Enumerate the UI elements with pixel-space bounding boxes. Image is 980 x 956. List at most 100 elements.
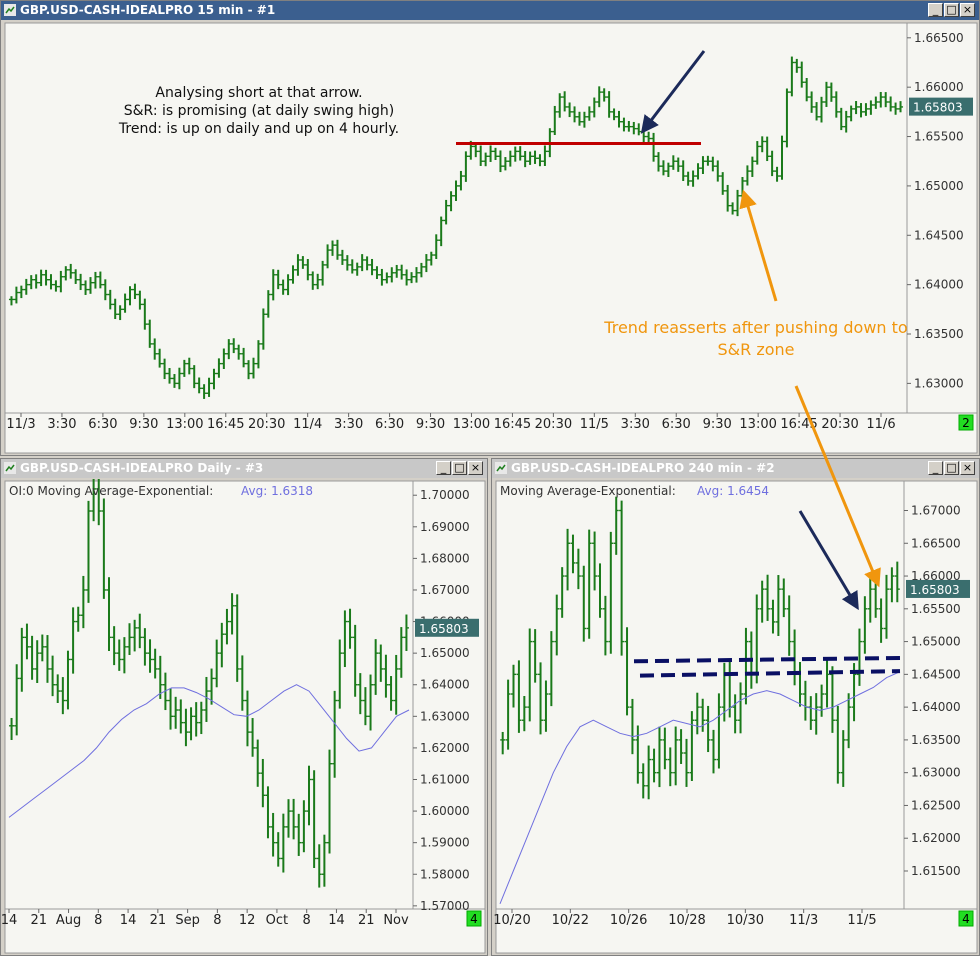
x-tick-label: 11/5 [580,417,609,432]
x-tick-label: 6:30 [375,417,404,432]
y-tick-label: 1.65000 [914,179,964,193]
window-titlebar[interactable]: GBP.USD-CASH-IDEALPRO Daily - #3 _ □ × [1,459,487,478]
window-titlebar[interactable]: GBP.USD-CASH-IDEALPRO 15 min - #1 _ □ × [1,1,979,20]
x-tick-label: 21 [30,913,47,928]
x-tick-label: 10/28 [668,913,705,928]
x-tick-label: 13:00 [453,417,490,432]
y-tick-label: 1.63000 [911,766,961,780]
analysis-note-line: S&R: is promising (at daily swing high) [124,103,395,119]
minimize-button[interactable]: _ [928,461,943,475]
maximize-button[interactable]: □ [944,461,959,475]
x-tick-label: 21 [358,913,375,928]
window-title: GBP.USD-CASH-IDEALPRO Daily - #3 [20,461,264,475]
y-tick-label: 1.60000 [420,804,470,818]
indicator-value: Avg: 1.6318 [241,484,313,498]
x-tick-label: Aug [56,913,81,928]
last-price-tag-text: 1.65803 [910,583,960,597]
indicator-value: Avg: 1.6454 [697,484,769,498]
last-price-tag-bg [906,579,970,598]
x-tick-label: Nov [383,913,409,928]
sr-zone-upper-line [633,655,901,664]
x-tick-label: 8 [303,913,311,928]
y-tick-label: 1.68000 [420,551,470,565]
y-tick-label: 1.67000 [420,583,470,597]
corner-badge-text: 4 [962,912,970,926]
last-price-tag: 1.65803 [415,618,479,637]
maximize-button[interactable]: □ [452,461,467,475]
chart-window-daily[interactable]: GBP.USD-CASH-IDEALPRO Daily - #3 _ □ × 1… [0,458,488,956]
x-tick-label: 8 [94,913,102,928]
y-tick-label: 1.63500 [914,327,964,341]
x-tick-label: 14 [328,913,345,928]
corner-badge: 2 [958,414,974,431]
sr-zone-lower-line [639,669,901,678]
y-axis-area [903,480,978,910]
y-tick-label: 1.58000 [420,867,470,881]
x-tick-label: Sep [175,913,200,928]
indicator-label: Moving Average-Exponential: [500,484,676,498]
x-axis-area [4,908,486,954]
trend-note-line: Trend reasserts after pushing down to [603,318,907,337]
price-chart-daily[interactable]: 1.700001.690001.680001.670001.660001.650… [1,479,487,955]
price-chart-240min[interactable]: 1.67000 1.66500 1.66000 1.65500 1.65000 1.645… [492,479,979,955]
chart-window-15min[interactable]: GBP.USD-CASH-IDEALPRO 15 min - #1 _ □ × … [0,0,980,456]
x-tick-label: 9:30 [129,417,158,432]
x-tick-label: 9:30 [703,417,732,432]
y-tick-label: 1.70000 [420,488,470,502]
maximize-button[interactable]: □ [944,3,959,17]
price-chart-15min[interactable]: 1.66500 1.66000 1.65500 1.65000 1.64500 1.640… [1,21,979,455]
x-tick-label: 3:30 [47,417,76,432]
x-tick-label: 12 [239,913,256,928]
x-tick-label: 10/20 [493,913,530,928]
plot-area [495,480,905,910]
y-tick-label: 1.61000 [420,772,470,786]
x-tick-label: 9:30 [416,417,445,432]
y-tick-label: 1.66000 [911,569,961,583]
corner-badge-bg [958,910,974,927]
y-tick-label: 1.64500 [914,228,964,242]
window-title: GBP.USD-CASH-IDEALPRO 15 min - #1 [20,3,276,17]
y-tick-label: 1.66000 [914,80,964,94]
x-tick-label: 11/6 [866,417,895,432]
x-tick-label: 11/3 [6,417,35,432]
window-title: GBP.USD-CASH-IDEALPRO 240 min - #2 [511,461,775,475]
x-tick-label: 11/4 [293,417,322,432]
x-tick-label: Oct [266,913,288,928]
y-axis-area [906,22,978,414]
x-tick-label: 10/26 [610,913,647,928]
indicator-label: OI:0 Moving Average-Exponential: [9,484,213,498]
trend-note-line: S&R zone [717,340,794,359]
last-price-tag-bg [909,97,973,116]
last-price-tag: 1.65803 [909,97,973,116]
x-tick-label: 16:45 [207,417,244,432]
corner-badge-bg [958,414,974,431]
x-tick-label: 11/3 [789,913,818,928]
x-tick-label: 21 [150,913,167,928]
close-button[interactable]: × [960,3,975,17]
x-tick-label: 11/5 [847,913,876,928]
y-axis-area [412,480,486,910]
x-tick-label: 14 [120,913,137,928]
moving-average-line [8,684,410,818]
minimize-button[interactable]: _ [928,3,943,17]
y-tick-label: 1.63500 [911,733,961,747]
close-button[interactable]: × [960,461,975,475]
close-button[interactable]: × [468,461,483,475]
trend-reassert-arrow [739,189,778,302]
chart-window-240min[interactable]: GBP.USD-CASH-IDEALPRO 240 min - #2 _ □ ×… [491,458,980,956]
y-tick-label: 1.57000 [420,899,470,913]
corner-badge-text: 4 [470,912,478,926]
x-tick-label: 10/30 [727,913,764,928]
y-tick-label: 1.63000 [420,709,470,723]
window-titlebar[interactable]: GBP.USD-CASH-IDEALPRO 240 min - #2 _ □ × [492,459,979,478]
analysis-note-line: Trend: is up on daily and up on 4 hourly… [118,121,399,137]
chart-app-icon [4,462,16,474]
analysis-note-line: Analysing short at that arrow. [155,85,362,101]
chart-app-icon [495,462,507,474]
last-price-tag-text: 1.65803 [419,622,469,636]
y-tick-label: 1.65000 [420,646,470,660]
x-tick-label: 20:30 [248,417,285,432]
y-tick-label: 1.66500 [914,31,964,45]
x-tick-label: 13:00 [166,417,203,432]
minimize-button[interactable]: _ [436,461,451,475]
